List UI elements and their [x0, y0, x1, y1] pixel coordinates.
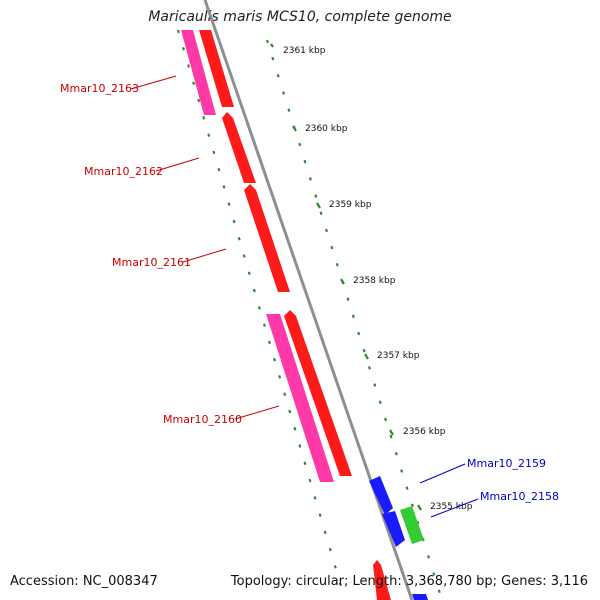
leader-line-2161 [182, 248, 227, 263]
gene-label-mmar10-2161[interactable]: Mmar10_2161 [112, 256, 191, 269]
genome-title: Maricaulis maris MCS10, complete genome [148, 9, 452, 25]
scale-ticks [270, 43, 422, 511]
gene-2158-blue-block[interactable] [382, 511, 405, 547]
accession-text: Accession: NC_008347 [10, 574, 158, 589]
gene-2161-red-block[interactable] [244, 184, 290, 292]
outer-dashed-track [265, 39, 444, 600]
gene-label-mmar10-2162[interactable]: Mmar10_2162 [84, 165, 163, 178]
gene-lower-blue-block[interactable] [412, 594, 428, 600]
tick-2361 [270, 43, 274, 48]
leader-line-2162 [155, 157, 200, 172]
tick-2359 [316, 202, 321, 209]
leader-line-2160 [234, 405, 280, 420]
scale-label-2359: 2359 kbp [329, 200, 372, 210]
tick-2357 [364, 353, 369, 360]
gene-2160-red-block[interactable] [284, 310, 352, 476]
tick-2358 [340, 278, 345, 285]
scale-label-2361: 2361 kbp [283, 46, 326, 56]
gene-2163-pink-block[interactable] [181, 30, 216, 115]
gene-2162-red-block[interactable] [222, 112, 256, 183]
tick-2356 [389, 429, 394, 436]
gene-2159-blue-block[interactable] [369, 476, 393, 515]
tick-2355 [417, 504, 422, 511]
leader-line-2163 [130, 75, 177, 90]
scale-label-2360: 2360 kbp [305, 124, 348, 134]
genome-summary-text: Topology: circular; Length: 3,368,780 bp… [230, 574, 588, 589]
scale-label-2358: 2358 kbp [353, 276, 396, 286]
gene-green-block[interactable] [400, 506, 424, 544]
scale-label-2357: 2357 kbp [377, 351, 420, 361]
leader-line-2158 [430, 498, 479, 518]
gene-2163-red-block[interactable] [199, 30, 234, 107]
leader-line-2159 [419, 463, 466, 484]
gene-label-mmar10-2163[interactable]: Mmar10_2163 [60, 82, 139, 95]
scale-label-2355: 2355 kbp [430, 502, 473, 512]
tick-2360 [292, 125, 297, 132]
inner-dashed-track [176, 29, 347, 600]
gene-lower-red-block[interactable] [373, 560, 391, 600]
gene-label-mmar10-2159[interactable]: Mmar10_2159 [467, 457, 546, 470]
scale-label-2356: 2356 kbp [403, 427, 446, 437]
gene-2160-pink-block[interactable] [266, 314, 334, 482]
backbone-line [203, 0, 414, 600]
gene-label-mmar10-2160[interactable]: Mmar10_2160 [163, 413, 242, 426]
gene-label-mmar10-2158[interactable]: Mmar10_2158 [480, 490, 559, 503]
